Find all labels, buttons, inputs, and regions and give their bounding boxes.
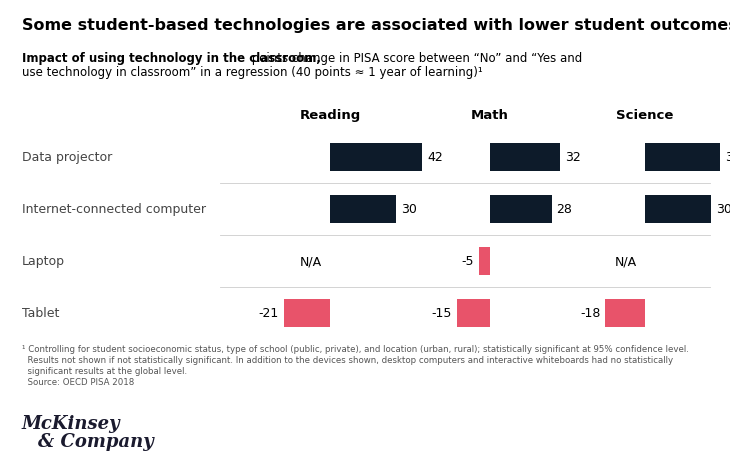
Text: 28: 28: [556, 203, 572, 216]
Text: 42: 42: [427, 151, 443, 164]
Text: 30: 30: [401, 203, 417, 216]
Bar: [490, 196, 552, 224]
Bar: [330, 144, 423, 172]
Text: ¹ Controlling for student socioeconomic status, type of school (public, private): ¹ Controlling for student socioeconomic …: [22, 344, 689, 353]
Bar: [605, 299, 645, 327]
Bar: [645, 196, 711, 224]
Text: Impact of using technology in the classroom,: Impact of using technology in the classr…: [22, 52, 321, 65]
Text: -18: -18: [580, 307, 600, 320]
Text: N/A: N/A: [300, 255, 322, 268]
Text: 34: 34: [725, 151, 730, 164]
Bar: [479, 248, 490, 276]
Text: Internet-connected computer: Internet-connected computer: [22, 203, 206, 216]
Text: Science: Science: [616, 109, 674, 122]
Text: & Company: & Company: [38, 432, 154, 450]
Text: points change in PISA score between “No” and “Yes and: points change in PISA score between “No”…: [248, 52, 583, 65]
Text: Data projector: Data projector: [22, 151, 112, 164]
Text: N/A: N/A: [615, 255, 637, 268]
Text: Some student-based technologies are associated with lower student outcomes.: Some student-based technologies are asso…: [22, 18, 730, 33]
Bar: [457, 299, 490, 327]
Bar: [284, 299, 330, 327]
Text: Source: OECD PISA 2018: Source: OECD PISA 2018: [22, 377, 134, 386]
Text: 30: 30: [716, 203, 730, 216]
Text: Math: Math: [471, 109, 509, 122]
Bar: [490, 144, 561, 172]
Text: Tablet: Tablet: [22, 307, 59, 320]
Text: McKinsey: McKinsey: [22, 414, 120, 432]
Text: use technology in classroom” in a regression (40 points ≈ 1 year of learning)¹: use technology in classroom” in a regres…: [22, 66, 483, 79]
Bar: [330, 196, 396, 224]
Text: -21: -21: [258, 307, 279, 320]
Text: 32: 32: [566, 151, 581, 164]
Text: -15: -15: [431, 307, 452, 320]
Text: significant results at the global level.: significant results at the global level.: [22, 366, 187, 375]
Text: Results not shown if not statistically significant. In addition to the devices s: Results not shown if not statistically s…: [22, 355, 673, 364]
Text: -5: -5: [461, 255, 474, 268]
Text: Reading: Reading: [299, 109, 361, 122]
Bar: [645, 144, 720, 172]
Text: Laptop: Laptop: [22, 255, 65, 268]
